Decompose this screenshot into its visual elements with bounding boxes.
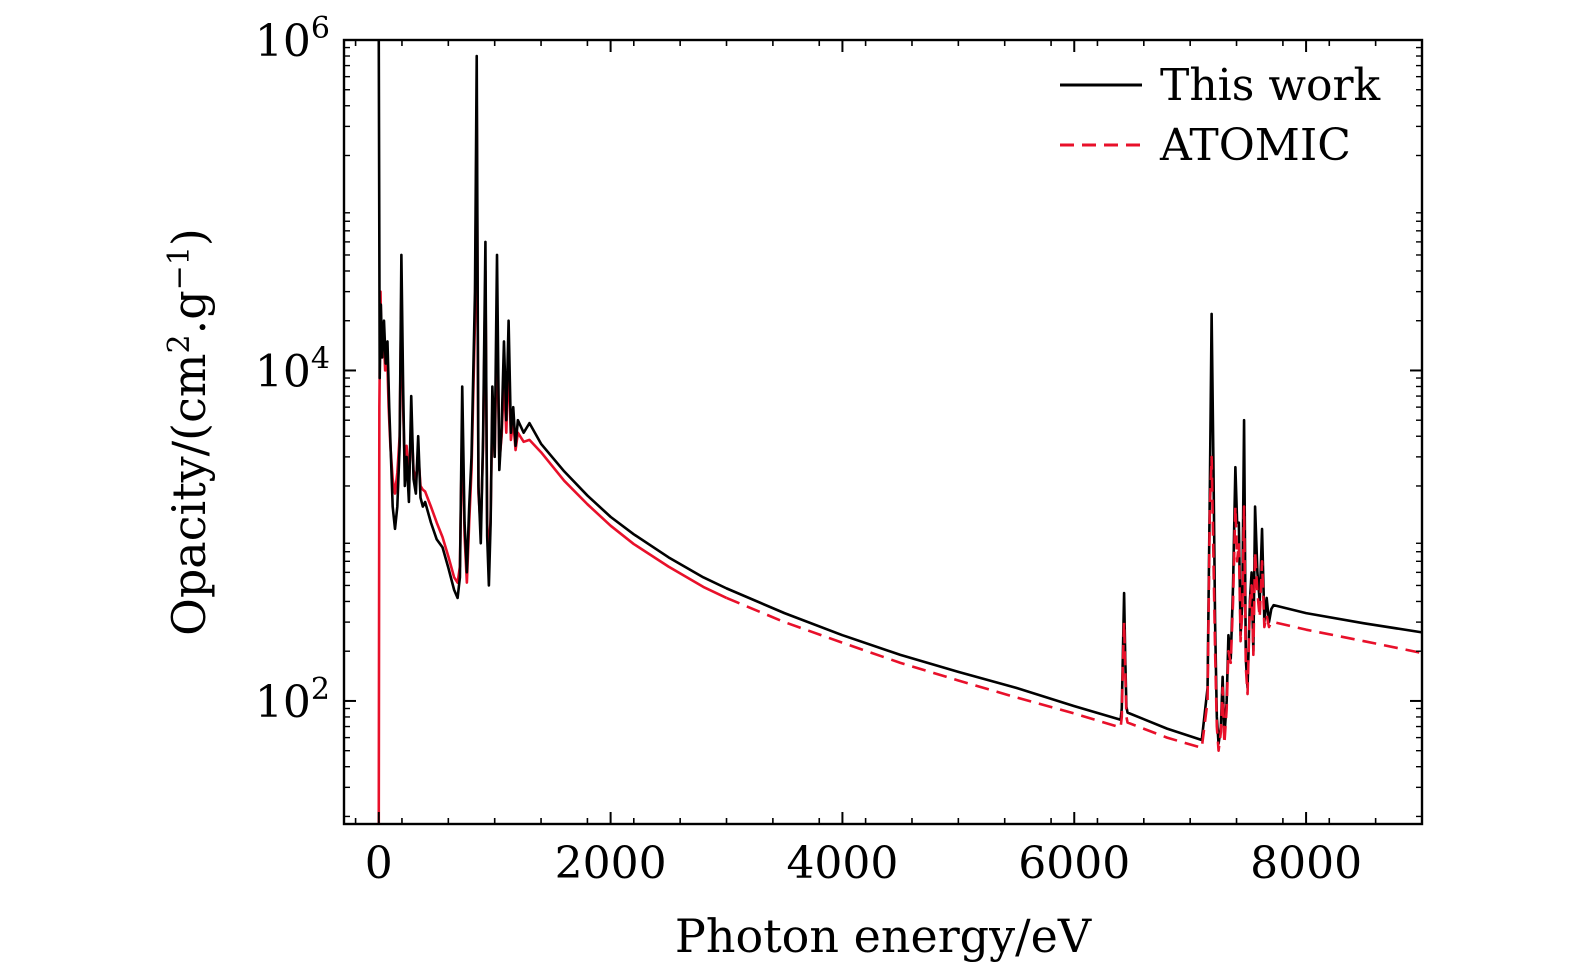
y-axis-label-mid: .g [162,290,216,334]
legend-label-atomic: ATOMIC [1159,120,1351,171]
y-tick-label: 106 [255,11,330,67]
y-axis-label-main: Opacity/(cm [162,354,216,636]
legend-label-this-work: This work [1160,60,1381,111]
y-axis-label: Opacity/(cm2.g−1) [162,228,216,636]
y-axis-label-end: ) [162,228,216,246]
y-tick-label: 104 [255,341,330,397]
y-axis-ticks: 102 104 106 [255,11,1422,818]
x-tick-label: 4000 [786,838,898,889]
plot-frame [342,38,1424,826]
x-axis-ticks: 0 2000 4000 6000 8000 [354,40,1423,889]
x-tick-label: 0 [365,838,393,889]
x-tick-label: 6000 [1018,838,1130,889]
y-axis-label-sup2: −1 [162,246,197,290]
series-atomic-dashed-line [726,455,1423,752]
legend: This work ATOMIC [1060,60,1381,171]
plot-lines [377,39,1423,825]
x-tick-label: 8000 [1250,838,1362,889]
x-axis-label: Photon energy/eV [675,909,1092,963]
x-tick-label: 2000 [555,838,667,889]
y-tick-label: 102 [255,672,330,728]
series-this-work-line [377,39,1423,746]
y-axis-label-sup1: 2 [162,334,197,353]
